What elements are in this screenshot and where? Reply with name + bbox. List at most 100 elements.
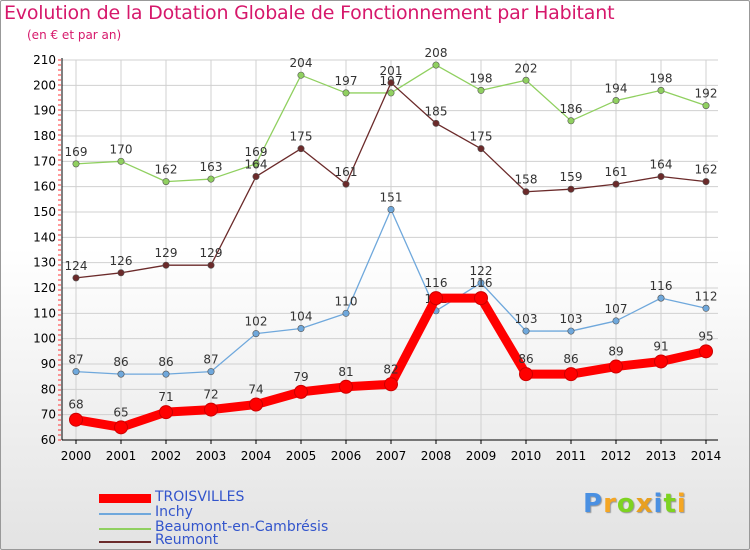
data-point-inchy [117,370,125,378]
data-point-beaumont-en-cambresis [612,97,620,105]
data-label-inchy: 104 [290,310,313,324]
data-point-troisvilles [294,384,308,399]
y-tick-label: 140 [33,230,56,244]
data-label-beaumont-en-cambresis: 170 [110,142,133,156]
data-point-inchy [72,368,80,376]
data-point-inchy [162,370,170,378]
data-point-beaumont-en-cambresis [342,89,350,97]
logo-letter: r [603,489,617,519]
x-tick-label: 2009 [466,449,497,463]
data-label-troisvilles: 89 [608,345,623,359]
data-label-reumont: 126 [110,254,133,268]
data-point-beaumont-en-cambresis [252,160,260,168]
data-point-inchy [702,304,710,312]
y-tick-label: 170 [33,154,56,168]
data-point-reumont [702,178,710,186]
data-label-inchy: 112 [695,289,718,303]
data-label-troisvilles: 74 [248,383,263,397]
data-point-reumont [432,119,440,127]
data-label-inchy: 116 [650,279,673,293]
x-tick-label: 2001 [106,449,137,463]
data-label-troisvilles: 82 [383,362,398,376]
data-label-inchy: 103 [515,312,538,326]
legend-label: Reumont [155,532,219,548]
y-tick-label: 110 [33,306,56,320]
x-tick-label: 2006 [331,449,362,463]
data-point-inchy [477,279,485,287]
data-label-reumont: 185 [425,104,448,118]
data-point-troisvilles [339,379,353,394]
data-point-beaumont-en-cambresis [72,160,80,168]
y-tick-label: 130 [33,256,56,270]
data-label-reumont: 164 [650,158,673,172]
data-point-troisvilles [654,354,668,369]
data-point-troisvilles [69,412,83,427]
y-tick-label: 100 [33,332,56,346]
proxiti-logo: Proxiti [583,489,687,519]
data-point-beaumont-en-cambresis [657,86,665,94]
data-point-troisvilles [159,405,173,420]
data-label-beaumont-en-cambresis: 204 [290,56,313,70]
data-label-reumont: 175 [470,130,493,144]
data-label-beaumont-en-cambresis: 208 [425,46,448,60]
data-point-troisvilles [699,344,713,359]
data-label-reumont: 161 [605,165,628,179]
data-point-reumont [657,173,665,181]
data-label-reumont: 175 [290,130,313,144]
data-label-troisvilles: 71 [158,390,173,404]
x-tick-label: 2004 [241,449,272,463]
data-point-reumont [612,180,620,188]
data-point-beaumont-en-cambresis [432,61,440,69]
data-point-inchy [522,327,530,335]
y-tick-label: 150 [33,205,56,219]
data-label-inchy: 110 [335,294,358,308]
data-point-beaumont-en-cambresis [207,175,215,183]
data-point-inchy [207,368,215,376]
data-point-reumont [297,145,305,153]
y-tick-label: 210 [33,53,56,67]
legend-swatch [99,528,151,530]
y-tick-label: 70 [41,408,56,422]
data-label-reumont: 162 [695,163,718,177]
data-label-inchy: 102 [245,315,268,329]
data-label-inchy: 86 [113,355,128,369]
logo-letter: i [653,489,664,519]
x-tick-label: 2005 [286,449,317,463]
data-point-reumont [342,180,350,188]
y-tick-label: 90 [41,357,56,371]
data-point-beaumont-en-cambresis [117,157,125,165]
data-point-beaumont-en-cambresis [477,86,485,94]
data-label-reumont: 158 [515,173,538,187]
data-point-troisvilles [474,291,488,306]
legend-swatch [99,541,151,543]
chart-title: Evolution de la Dotation Globale de Fonc… [4,2,615,24]
data-point-troisvilles [249,397,263,412]
data-label-reumont: 159 [560,170,583,184]
logo-letter: t [663,489,677,519]
y-tick-label: 60 [41,433,56,447]
data-label-troisvilles: 81 [338,365,353,379]
data-point-reumont [522,188,530,196]
data-label-troisvilles: 65 [113,405,128,419]
data-point-beaumont-en-cambresis [387,89,395,97]
x-tick-label: 2011 [556,449,587,463]
data-point-beaumont-en-cambresis [702,102,710,110]
data-label-beaumont-en-cambresis: 186 [560,102,583,116]
data-label-troisvilles: 72 [203,388,218,402]
data-label-troisvilles: 95 [698,329,713,343]
y-tick-label: 160 [33,180,56,194]
legend-label: Beaumont-en-Cambrésis [155,519,329,535]
data-label-beaumont-en-cambresis: 197 [335,74,358,88]
data-point-troisvilles [204,402,218,417]
data-label-beaumont-en-cambresis: 194 [605,82,628,96]
y-tick-label: 190 [33,104,56,118]
x-tick-label: 2002 [151,449,182,463]
y-tick-label: 200 [33,78,56,92]
logo-letter: i [676,489,687,519]
data-label-troisvilles: 116 [470,276,493,290]
data-label-reumont: 164 [245,158,268,172]
y-tick-label: 180 [33,129,56,143]
data-label-troisvilles: 86 [518,352,533,366]
